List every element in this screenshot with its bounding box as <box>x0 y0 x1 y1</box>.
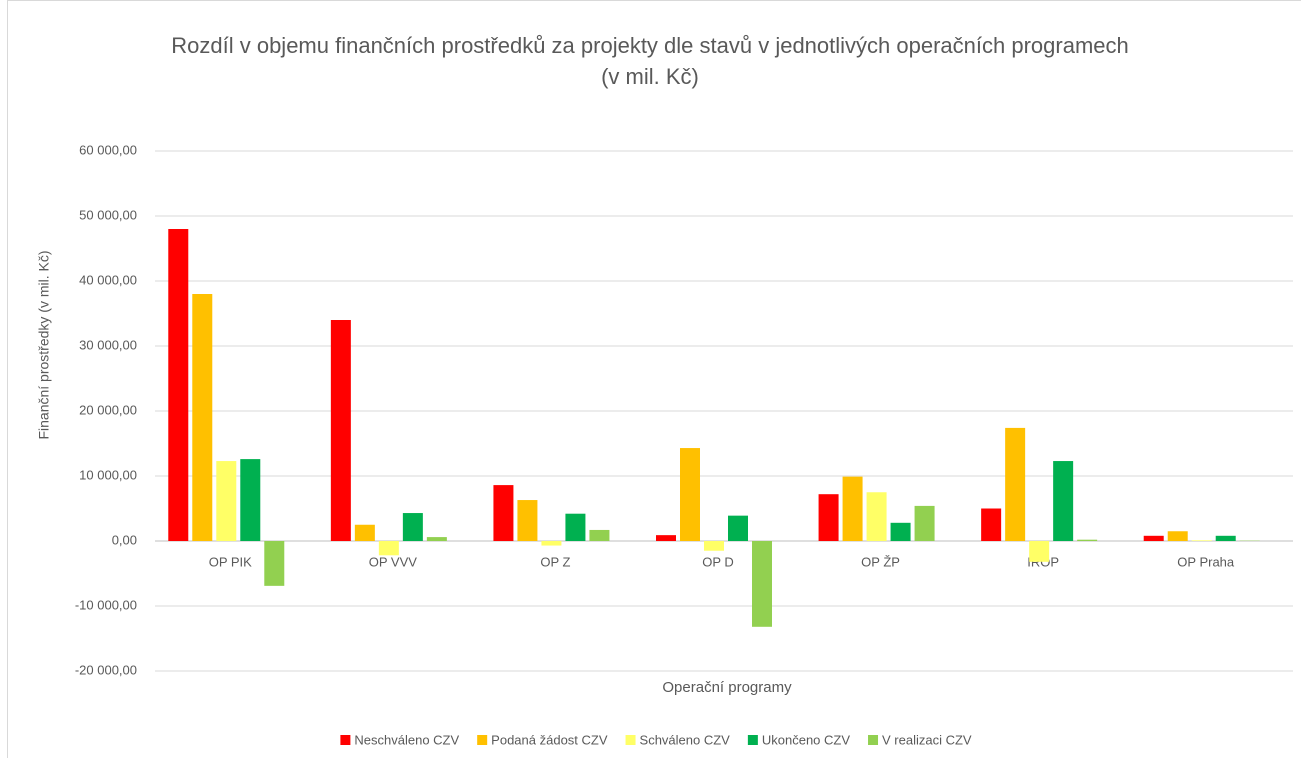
bar <box>240 459 261 541</box>
bar <box>493 485 514 541</box>
x-tick-label: OP PIK <box>209 554 252 569</box>
legend-label: V realizaci CZV <box>882 732 972 747</box>
bar <box>890 522 911 541</box>
bar <box>402 513 423 541</box>
bar <box>842 476 863 541</box>
x-axis-label: Operační programy <box>662 679 792 696</box>
y-tick-label: 60 000,00 <box>79 142 137 157</box>
y-tick-label: 50 000,00 <box>79 207 137 222</box>
legend-swatch <box>477 735 488 745</box>
bar <box>680 448 700 541</box>
x-tick-label: OP ŽP <box>861 554 900 569</box>
bar <box>354 524 375 541</box>
legend-label: Ukončeno CZV <box>762 732 850 747</box>
bar <box>426 537 447 541</box>
bar <box>704 541 724 551</box>
bar <box>168 229 189 541</box>
x-tick-label: OP VVV <box>369 554 418 569</box>
bar <box>1005 427 1026 541</box>
legend-swatch <box>868 735 879 745</box>
y-tick-label: 10 000,00 <box>79 467 137 482</box>
bar <box>541 541 562 546</box>
legend-label: Neschváleno CZV <box>354 732 459 747</box>
bar <box>330 320 351 541</box>
bar <box>866 492 887 541</box>
bar <box>752 541 772 627</box>
bar <box>914 505 935 541</box>
y-axis-label: Finanční prostředky (v mil. Kč) <box>36 250 52 439</box>
bar <box>818 494 839 541</box>
bar <box>565 513 586 541</box>
bar <box>378 541 399 556</box>
bar <box>192 294 213 541</box>
legend-label: Schváleno CZV <box>640 732 731 747</box>
bar <box>1029 541 1050 562</box>
bar <box>1215 535 1236 541</box>
bar <box>1077 539 1098 541</box>
bar <box>517 500 538 541</box>
y-tick-label: -20 000,00 <box>75 662 137 677</box>
chart-title: Rozdíl v objemu finančních prostředků za… <box>171 33 1129 89</box>
bar <box>1053 461 1074 541</box>
legend-label: Podaná žádost CZV <box>491 732 608 747</box>
y-tick-label: -10 000,00 <box>75 597 137 612</box>
bar <box>1167 531 1188 541</box>
legend-swatch <box>340 735 351 745</box>
x-tick-label: OP Z <box>540 554 570 569</box>
x-tick-label: OP Praha <box>1177 554 1235 569</box>
bar <box>981 508 1002 541</box>
bar <box>1191 540 1212 541</box>
bar <box>264 541 285 586</box>
x-tick-label: OP D <box>702 554 734 569</box>
bar <box>728 515 748 541</box>
y-tick-label: 0,00 <box>112 532 137 547</box>
chart-border <box>7 0 1301 758</box>
y-tick-label: 30 000,00 <box>79 337 137 352</box>
bar <box>1143 535 1164 541</box>
bar <box>216 461 237 541</box>
legend-swatch <box>625 735 636 745</box>
y-tick-label: 20 000,00 <box>79 402 137 417</box>
bar <box>589 529 610 541</box>
bar <box>656 535 676 541</box>
y-tick-label: 40 000,00 <box>79 272 137 287</box>
legend-swatch <box>747 735 758 745</box>
